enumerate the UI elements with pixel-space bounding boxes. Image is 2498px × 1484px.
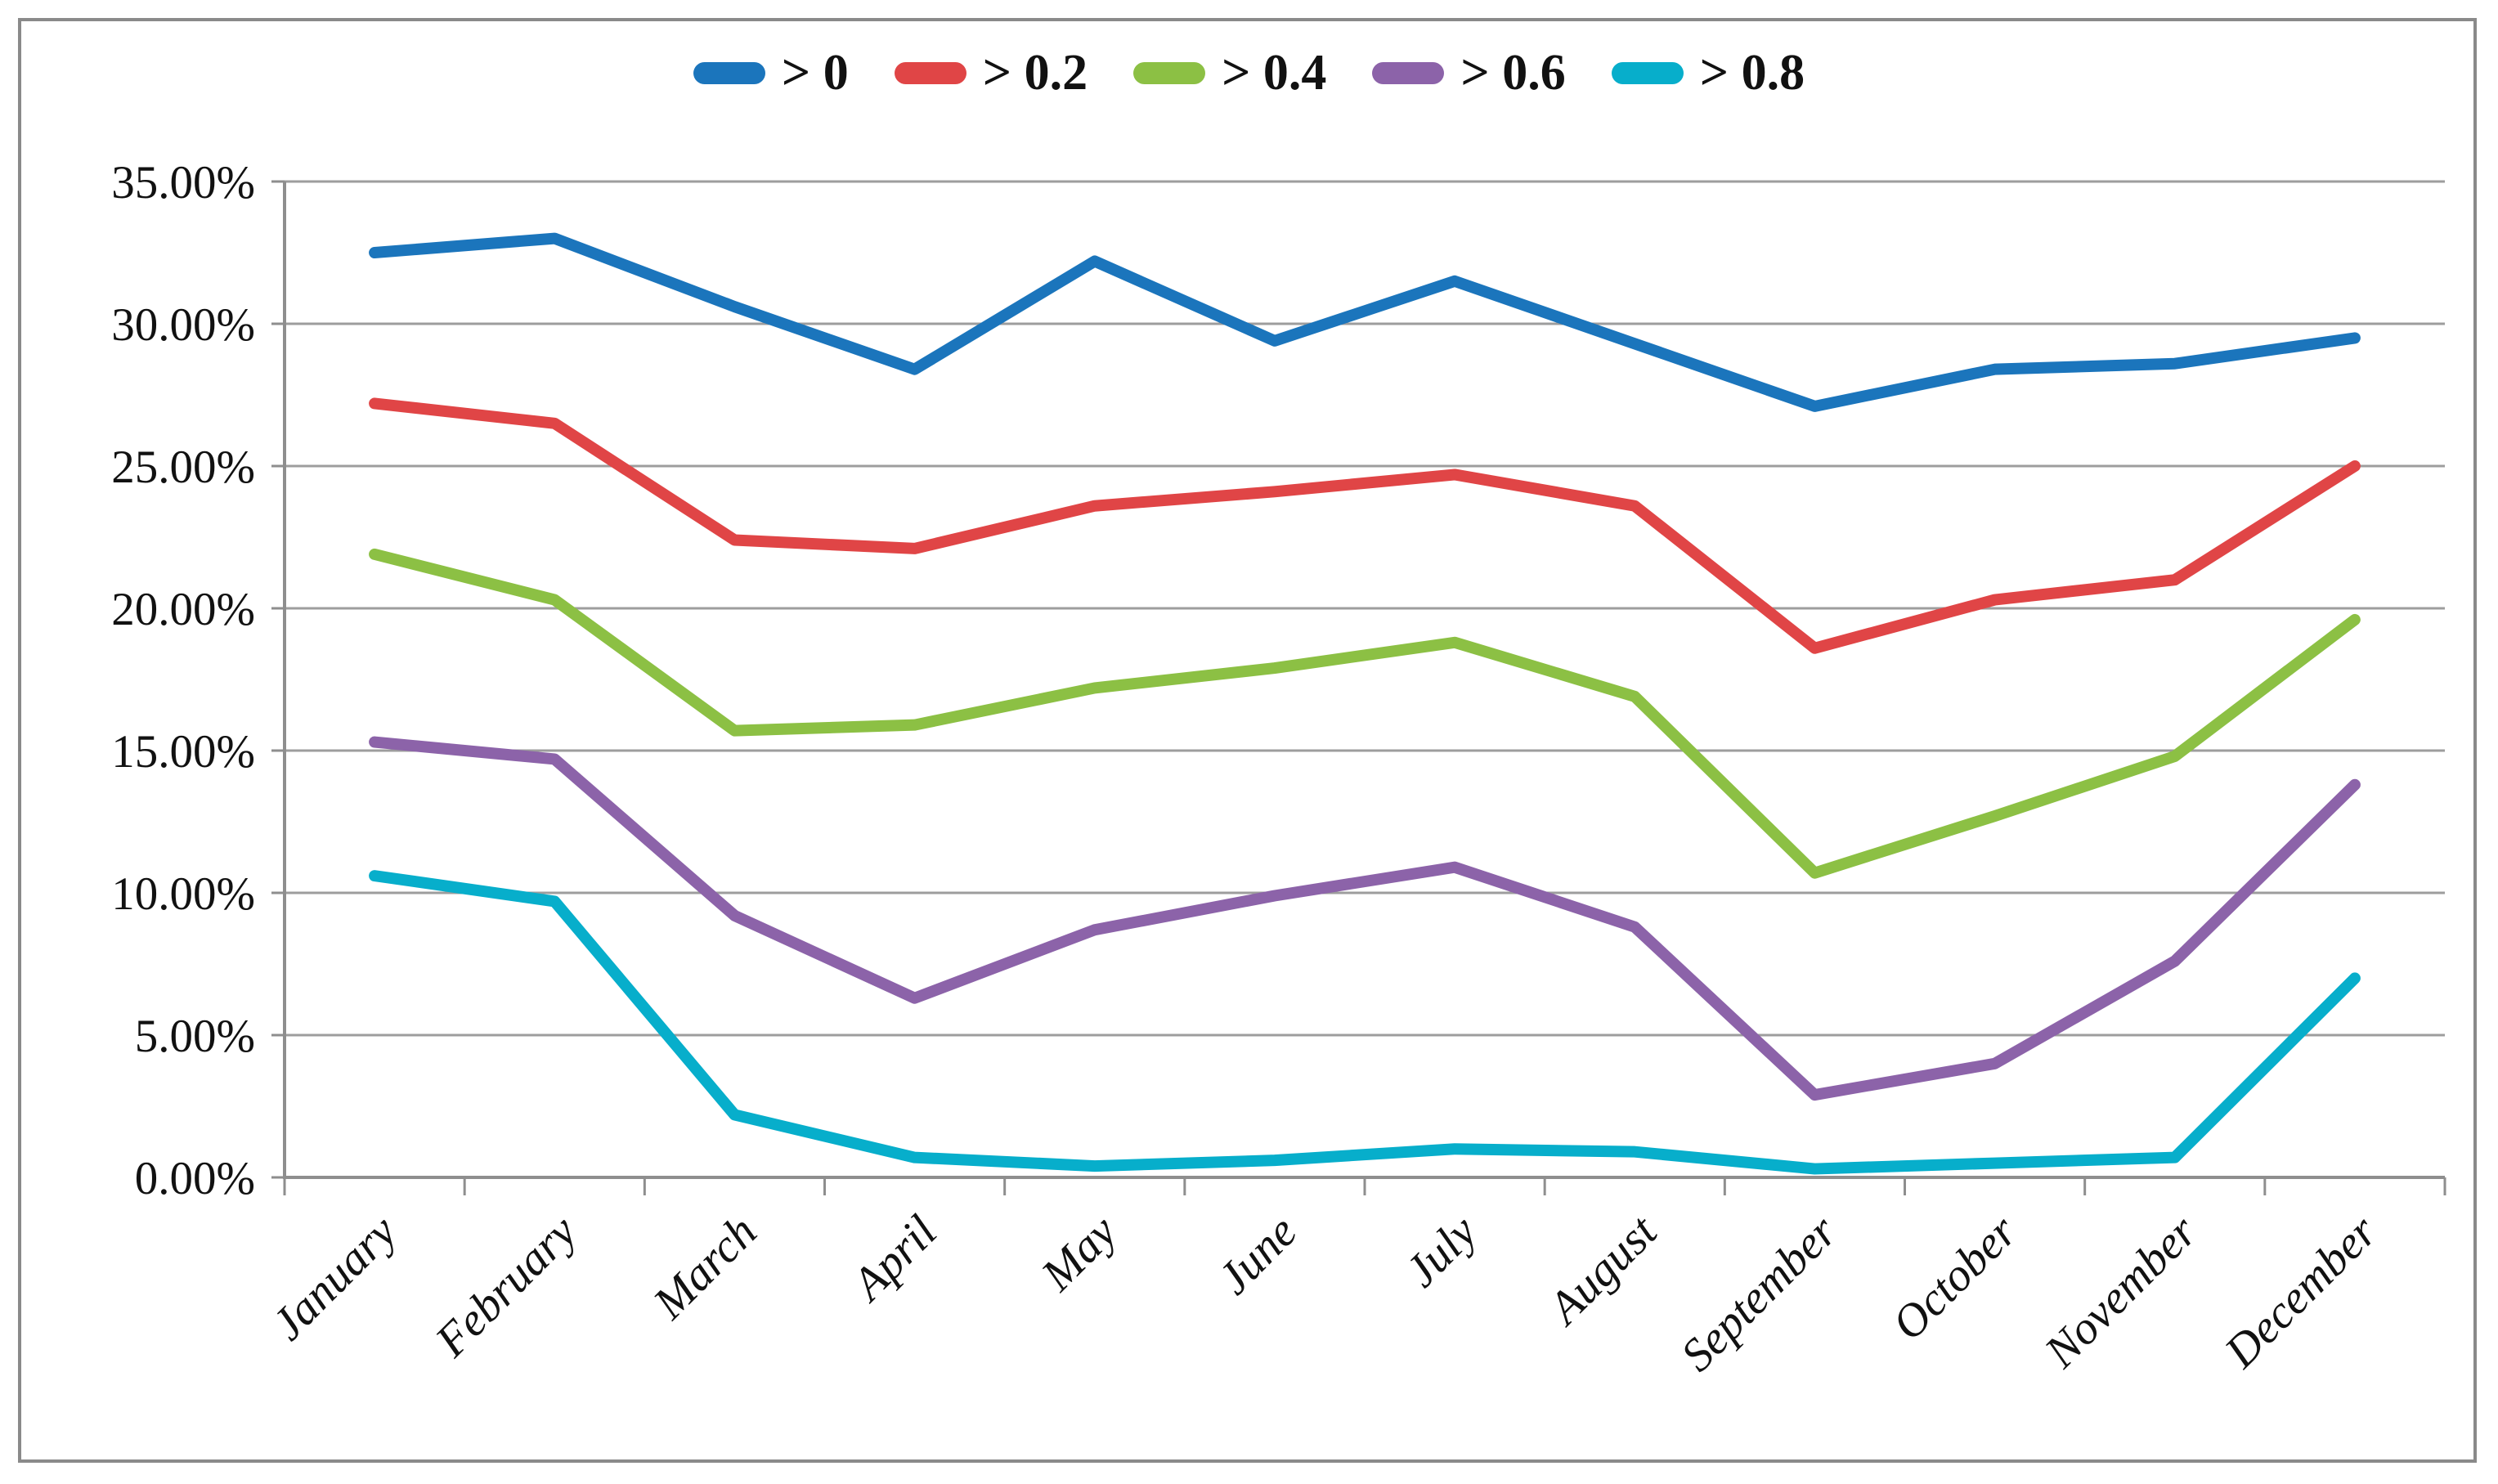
legend-label: > 0.2: [982, 45, 1088, 101]
x-axis-label: March: [643, 1206, 766, 1329]
legend-label: > 0: [781, 45, 849, 101]
legend-item-1: > 0.2: [894, 45, 1088, 101]
series-line-1: [369, 397, 2361, 654]
series-line-4: [369, 870, 2361, 1175]
gridlines: [283, 180, 2445, 1037]
y-axis-label: 30.00%: [111, 299, 255, 351]
x-axis-label: May: [1031, 1205, 1127, 1301]
y-axis-label: 15.00%: [111, 726, 255, 778]
legend-item-3: > 0.6: [1372, 45, 1566, 101]
x-axis-label: November: [2034, 1205, 2207, 1378]
y-axis-label: 35.00%: [111, 157, 255, 208]
series-line-2: [369, 548, 2361, 879]
x-axis-label: February: [425, 1205, 587, 1367]
y-axis-labels: 35.00% 30.00% 25.00% 20.00% 15.00% 10.00% 5.00…: [111, 157, 255, 1204]
y-axis-label: 10.00%: [111, 868, 255, 920]
x-axis-label: July: [1396, 1205, 1487, 1297]
legend-label: > 0.8: [1699, 45, 1805, 101]
axes: [271, 180, 2446, 1195]
x-axis-label: December: [2214, 1205, 2387, 1378]
y-axis-label: 5.00%: [135, 1011, 255, 1062]
legend-item-4: > 0.8: [1611, 45, 1805, 101]
x-axis-labels: January February March April May June July Augu…: [262, 1205, 2388, 1381]
x-axis-label: April: [841, 1206, 947, 1312]
y-axis-label: 20.00%: [111, 584, 255, 635]
x-axis-label: October: [1882, 1205, 2027, 1350]
chart-legend: > 0 > 0.2 > 0.4 > 0.6 > 0.8: [0, 47, 2498, 98]
legend-swatch-icon: [693, 61, 765, 84]
series-lines: [369, 232, 2361, 1175]
series-line-3: [369, 736, 2361, 1101]
legend-swatch-icon: [1372, 61, 1445, 84]
legend-label: > 0.4: [1222, 45, 1327, 101]
x-axis-label: June: [1208, 1206, 1307, 1305]
legend-label: > 0.6: [1460, 45, 1566, 101]
x-axis-label: September: [1671, 1205, 1847, 1381]
legend-item-2: > 0.4: [1133, 47, 1326, 98]
legend-swatch-icon: [1133, 61, 1206, 84]
legend-swatch-icon: [894, 61, 966, 84]
x-axis-label: January: [262, 1205, 407, 1350]
y-axis-label: 25.00%: [111, 442, 255, 493]
legend-swatch-icon: [1611, 61, 1684, 84]
y-axis-label: 0.00%: [135, 1153, 255, 1204]
x-axis-label: August: [1536, 1205, 1667, 1336]
legend-item-0: > 0: [693, 47, 849, 98]
series-line-0: [369, 232, 2361, 412]
